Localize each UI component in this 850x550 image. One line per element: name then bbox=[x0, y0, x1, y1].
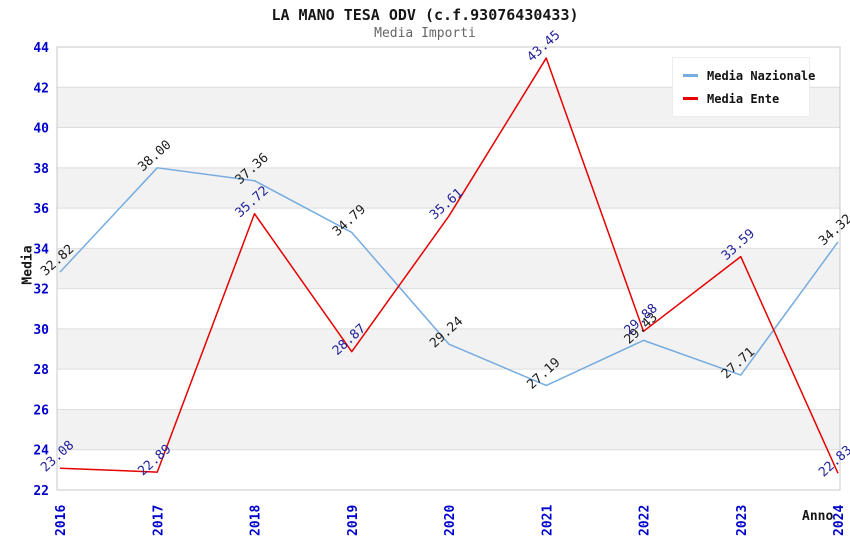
plot-band bbox=[57, 449, 840, 490]
x-tick-label: 2022 bbox=[638, 505, 653, 536]
x-tick-label: 2023 bbox=[735, 505, 750, 536]
plot-band bbox=[57, 328, 840, 370]
x-tick-label: 2019 bbox=[346, 505, 361, 536]
y-tick-label: 24 bbox=[33, 444, 49, 459]
y-tick-label: 36 bbox=[33, 202, 49, 217]
y-tick-label: 28 bbox=[33, 363, 49, 378]
ente-line-swatch bbox=[683, 97, 698, 100]
plot-band bbox=[57, 248, 840, 289]
x-tick-label: 2018 bbox=[249, 505, 264, 536]
chart-title: LA MANO TESA ODV (c.f.93076430433) bbox=[271, 6, 579, 24]
legend-item-media-ente[interactable]: Media Ente bbox=[683, 89, 809, 108]
legend-item-media-nazionale[interactable]: Media Nazionale bbox=[683, 66, 815, 85]
y-axis-title: Media bbox=[20, 245, 36, 285]
y-tick-label: 32 bbox=[33, 283, 49, 298]
plot-border bbox=[56, 46, 841, 491]
chart-subtitle: Media Importi bbox=[374, 26, 476, 41]
x-tick-label: 2024 bbox=[832, 505, 847, 536]
y-tick-label: 44 bbox=[33, 41, 49, 56]
y-tick-label: 22 bbox=[33, 484, 49, 499]
plot-band bbox=[57, 369, 840, 410]
y-tick-label: 42 bbox=[33, 81, 49, 96]
x-tick-label: 2016 bbox=[54, 505, 69, 536]
y-tick-label: 38 bbox=[33, 162, 49, 177]
y-tick-label: 30 bbox=[33, 323, 49, 338]
legend-label-nazionale: Media Nazionale bbox=[707, 68, 816, 83]
x-axis-title: Anno bbox=[802, 509, 834, 524]
nazionale-line-swatch bbox=[683, 74, 698, 77]
x-tick-label: 2017 bbox=[151, 505, 166, 536]
plot-band bbox=[57, 288, 840, 329]
y-tick-label: 34 bbox=[33, 242, 49, 257]
series-line-nazionale bbox=[59, 167, 839, 387]
legend-label-ente: Media Ente bbox=[707, 91, 780, 106]
legend: Media Nazionale Media Ente bbox=[672, 57, 815, 117]
x-tick-label: 2020 bbox=[443, 505, 458, 536]
y-tick-label: 26 bbox=[33, 403, 49, 418]
plot-band bbox=[57, 208, 840, 249]
series-line-ente bbox=[59, 57, 839, 474]
y-tick-label: 40 bbox=[33, 122, 49, 137]
plot-band bbox=[57, 409, 840, 450]
plot-band bbox=[57, 127, 840, 168]
plot-band bbox=[57, 167, 840, 209]
x-tick-label: 2021 bbox=[540, 505, 555, 536]
